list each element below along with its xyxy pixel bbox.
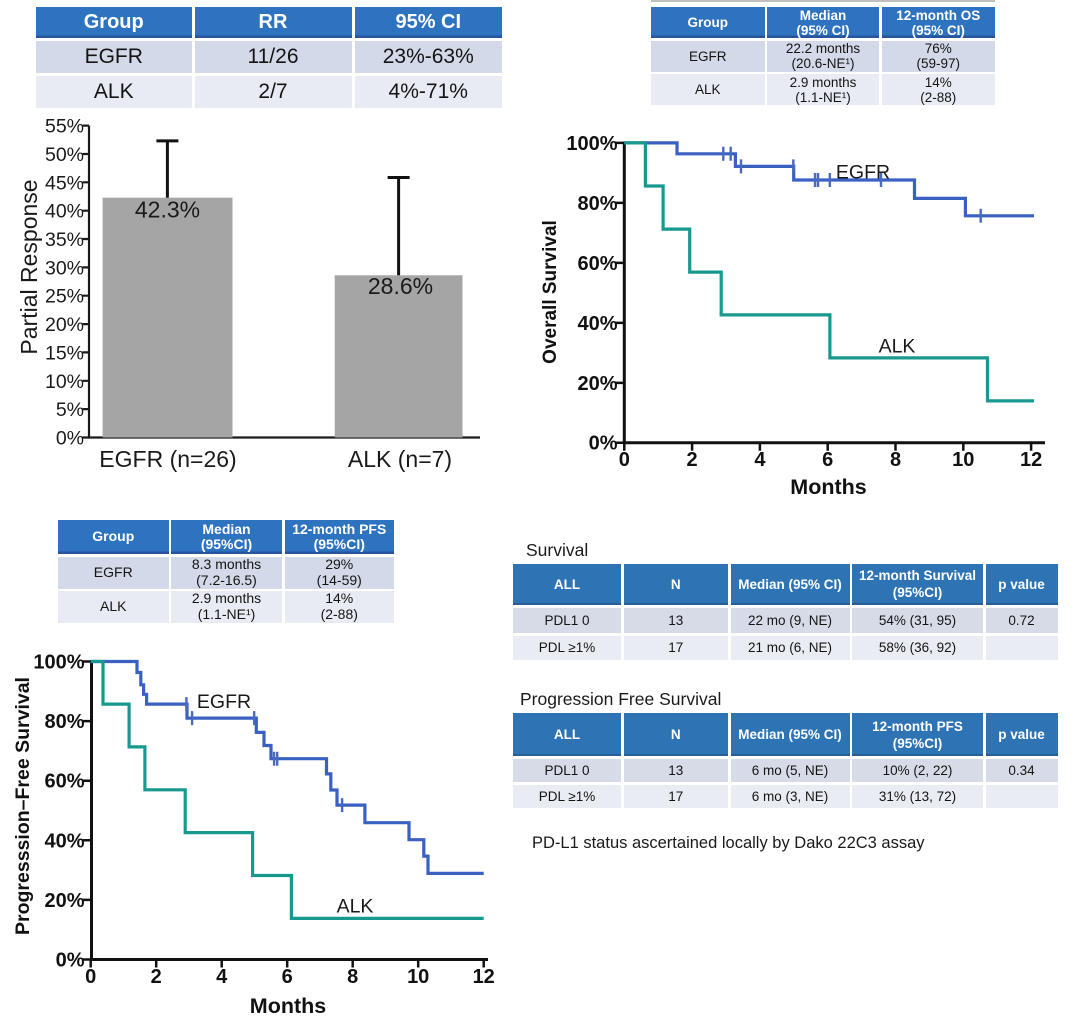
svg-text:40%: 40% [45, 201, 84, 223]
svg-text:45%: 45% [45, 172, 84, 194]
svg-text:80%: 80% [577, 193, 617, 215]
svg-text:100%: 100% [566, 133, 617, 155]
svg-text:25%: 25% [45, 286, 84, 308]
svg-text:12: 12 [473, 966, 495, 988]
svg-text:30%: 30% [45, 257, 84, 279]
svg-text:12: 12 [1020, 449, 1042, 471]
svg-text:2: 2 [687, 449, 698, 471]
svg-text:ALK: ALK [337, 896, 374, 918]
svg-text:8: 8 [347, 966, 358, 988]
svg-text:20%: 20% [45, 314, 84, 336]
svg-text:4: 4 [754, 449, 766, 471]
svg-text:4: 4 [216, 966, 228, 988]
svg-text:5%: 5% [56, 399, 84, 421]
svg-text:42.3%: 42.3% [135, 197, 200, 223]
svg-text:20%: 20% [577, 373, 617, 395]
svg-text:60%: 60% [577, 253, 617, 275]
svg-text:0%: 0% [56, 428, 84, 450]
svg-text:10: 10 [407, 966, 429, 988]
svg-text:60%: 60% [44, 771, 84, 793]
svg-text:6: 6 [822, 449, 833, 471]
svg-text:0: 0 [619, 449, 630, 471]
svg-text:8: 8 [890, 449, 901, 471]
svg-text:Partial Response: Partial Response [16, 179, 42, 354]
svg-text:2: 2 [151, 966, 162, 988]
svg-text:EGFR: EGFR [197, 691, 251, 713]
svg-text:40%: 40% [577, 313, 617, 335]
svg-text:Months: Months [790, 475, 866, 499]
svg-text:100%: 100% [33, 652, 84, 674]
svg-text:0: 0 [85, 966, 96, 988]
svg-text:40%: 40% [44, 830, 84, 852]
svg-text:Months: Months [250, 994, 326, 1016]
svg-text:ALK: ALK [879, 336, 916, 358]
svg-text:80%: 80% [44, 711, 84, 733]
svg-text:55%: 55% [45, 116, 84, 138]
svg-text:ALK (n=7): ALK (n=7) [348, 446, 452, 472]
svg-text:50%: 50% [45, 144, 84, 166]
svg-text:0%: 0% [56, 950, 85, 972]
svg-text:0%: 0% [589, 433, 618, 455]
svg-text:20%: 20% [44, 890, 84, 912]
svg-text:28.6%: 28.6% [368, 273, 433, 299]
svg-text:15%: 15% [45, 342, 84, 364]
svg-text:35%: 35% [45, 229, 84, 251]
svg-text:Overall Survival: Overall Survival [540, 220, 561, 364]
svg-text:Progresssion–Free Survival: Progresssion–Free Survival [12, 677, 34, 935]
svg-text:10%: 10% [45, 371, 84, 393]
svg-text:10: 10 [952, 449, 974, 471]
svg-text:6: 6 [282, 966, 293, 988]
svg-text:EGFR (n=26): EGFR (n=26) [99, 446, 236, 472]
svg-text:EGFR: EGFR [836, 162, 890, 184]
